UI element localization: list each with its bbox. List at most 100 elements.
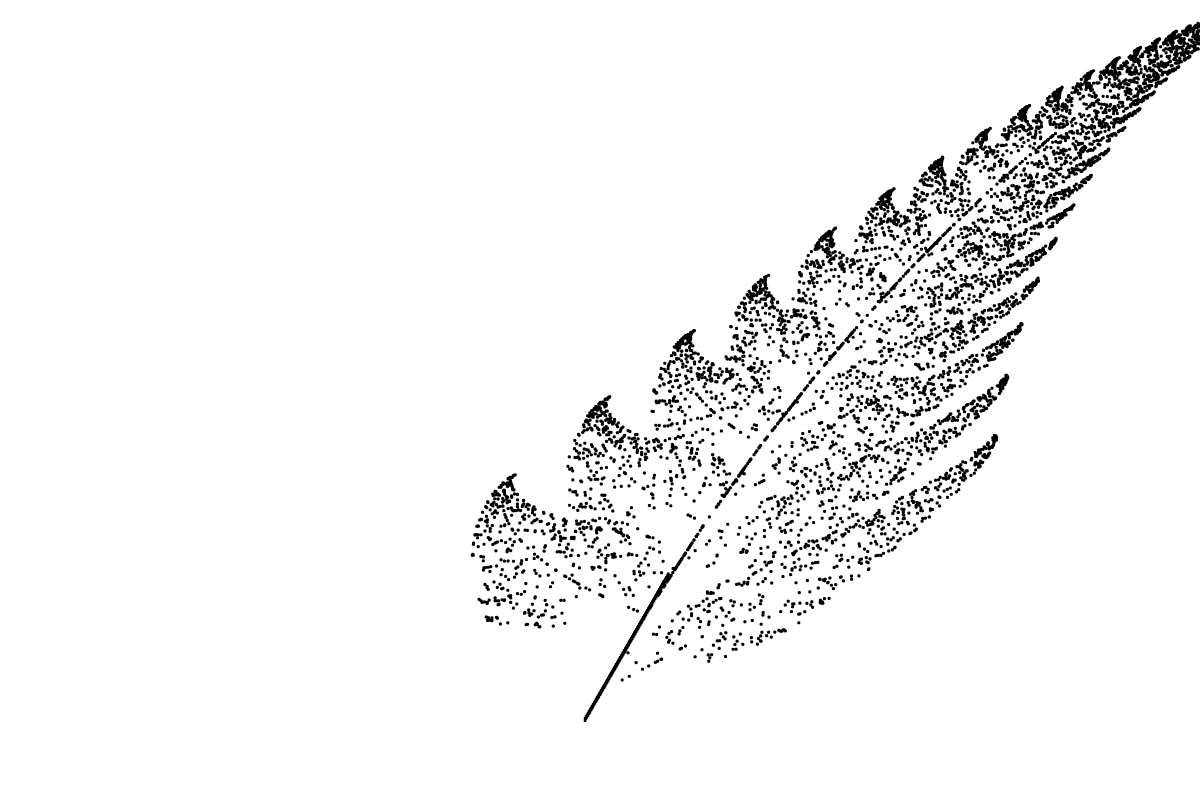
fern-point xyxy=(826,477,830,481)
fern-point xyxy=(723,654,728,659)
fern-point xyxy=(894,379,898,383)
fern-point xyxy=(894,451,898,455)
fern-point xyxy=(720,392,724,396)
fern-point xyxy=(789,528,793,532)
fern-point xyxy=(893,342,898,346)
fern-point xyxy=(912,399,917,403)
fern-point xyxy=(756,369,760,373)
fern-point xyxy=(897,471,901,475)
fern-point xyxy=(796,508,800,512)
fern-point xyxy=(752,366,756,370)
fern-point xyxy=(913,186,917,190)
fern-point xyxy=(875,212,880,216)
fern-point xyxy=(705,378,709,382)
fern-point xyxy=(1054,125,1058,129)
fern-point xyxy=(818,335,823,339)
fern-point xyxy=(867,446,871,450)
fern-point xyxy=(599,466,603,470)
fern-point xyxy=(821,262,826,267)
fern-point xyxy=(689,353,693,357)
fern-point xyxy=(1031,146,1035,150)
fern-point xyxy=(1113,71,1117,76)
fern-point xyxy=(758,287,762,291)
fern-point xyxy=(975,323,979,327)
fern-point xyxy=(879,544,883,549)
fern-point xyxy=(892,210,897,214)
fern-point xyxy=(961,204,965,208)
fern-point xyxy=(615,439,620,443)
fern-point xyxy=(768,360,773,365)
fern-point xyxy=(957,343,962,347)
fern-point xyxy=(1035,172,1039,176)
fern-point xyxy=(1014,292,1018,296)
fern-point xyxy=(486,500,490,504)
fern-point xyxy=(1006,176,1010,180)
fern-point xyxy=(1036,225,1040,229)
fern-point xyxy=(671,385,675,389)
fern-point xyxy=(794,463,798,467)
fern-point xyxy=(753,483,758,487)
fern-point xyxy=(838,280,842,284)
fern-point xyxy=(617,581,621,585)
fern-point xyxy=(535,585,539,589)
fern-point xyxy=(773,630,777,634)
fern-point xyxy=(925,396,930,400)
fern-point xyxy=(870,233,874,237)
fern-point xyxy=(1090,157,1094,161)
fern-point xyxy=(913,210,917,214)
fern-point xyxy=(983,165,987,169)
fern-point xyxy=(523,513,527,517)
fern-point xyxy=(842,414,846,418)
fern-point xyxy=(776,504,780,508)
fern-point xyxy=(1011,252,1015,256)
fern-point xyxy=(995,182,999,186)
fern-point xyxy=(643,557,647,561)
fern-point xyxy=(904,437,908,441)
fern-point xyxy=(681,365,685,369)
fern-point xyxy=(699,417,704,421)
fern-point xyxy=(584,501,588,505)
fern-point xyxy=(899,277,903,281)
fern-point xyxy=(796,499,800,503)
fern-point xyxy=(943,440,948,444)
fern-point xyxy=(901,262,906,266)
fern-point xyxy=(956,214,960,218)
fern-point xyxy=(970,155,974,159)
fern-point xyxy=(1133,109,1137,113)
fern-point xyxy=(647,440,651,444)
fern-point xyxy=(1067,168,1071,172)
fern-point xyxy=(759,622,763,626)
fern-point xyxy=(777,460,781,464)
fern-point xyxy=(781,412,785,416)
fern-point xyxy=(661,559,665,563)
fern-point xyxy=(1185,46,1189,50)
fern-point xyxy=(688,514,693,518)
fern-point xyxy=(920,428,924,432)
fern-point xyxy=(938,495,942,499)
fern-point xyxy=(829,583,834,587)
fern-point xyxy=(608,412,612,416)
fern-point xyxy=(781,353,785,357)
fern-point xyxy=(946,194,950,198)
fern-point xyxy=(832,430,836,435)
fern-point xyxy=(946,272,951,277)
fern-point xyxy=(881,424,885,428)
fern-point xyxy=(658,384,662,388)
fern-point xyxy=(1149,79,1153,84)
fern-point xyxy=(665,635,669,640)
fern-point xyxy=(524,623,528,627)
fern-point xyxy=(664,369,668,374)
fern-point xyxy=(897,352,901,356)
fern-point xyxy=(923,343,927,347)
fern-point xyxy=(981,257,985,261)
fern-point xyxy=(999,208,1003,212)
fern-point xyxy=(805,261,809,265)
fern-point xyxy=(944,201,948,205)
fern-point xyxy=(661,580,666,584)
fern-point xyxy=(856,471,860,475)
fern-point xyxy=(526,546,530,550)
fern-point xyxy=(495,599,499,603)
fern-point xyxy=(850,488,854,492)
fern-point xyxy=(737,474,741,478)
fern-point xyxy=(965,151,969,155)
